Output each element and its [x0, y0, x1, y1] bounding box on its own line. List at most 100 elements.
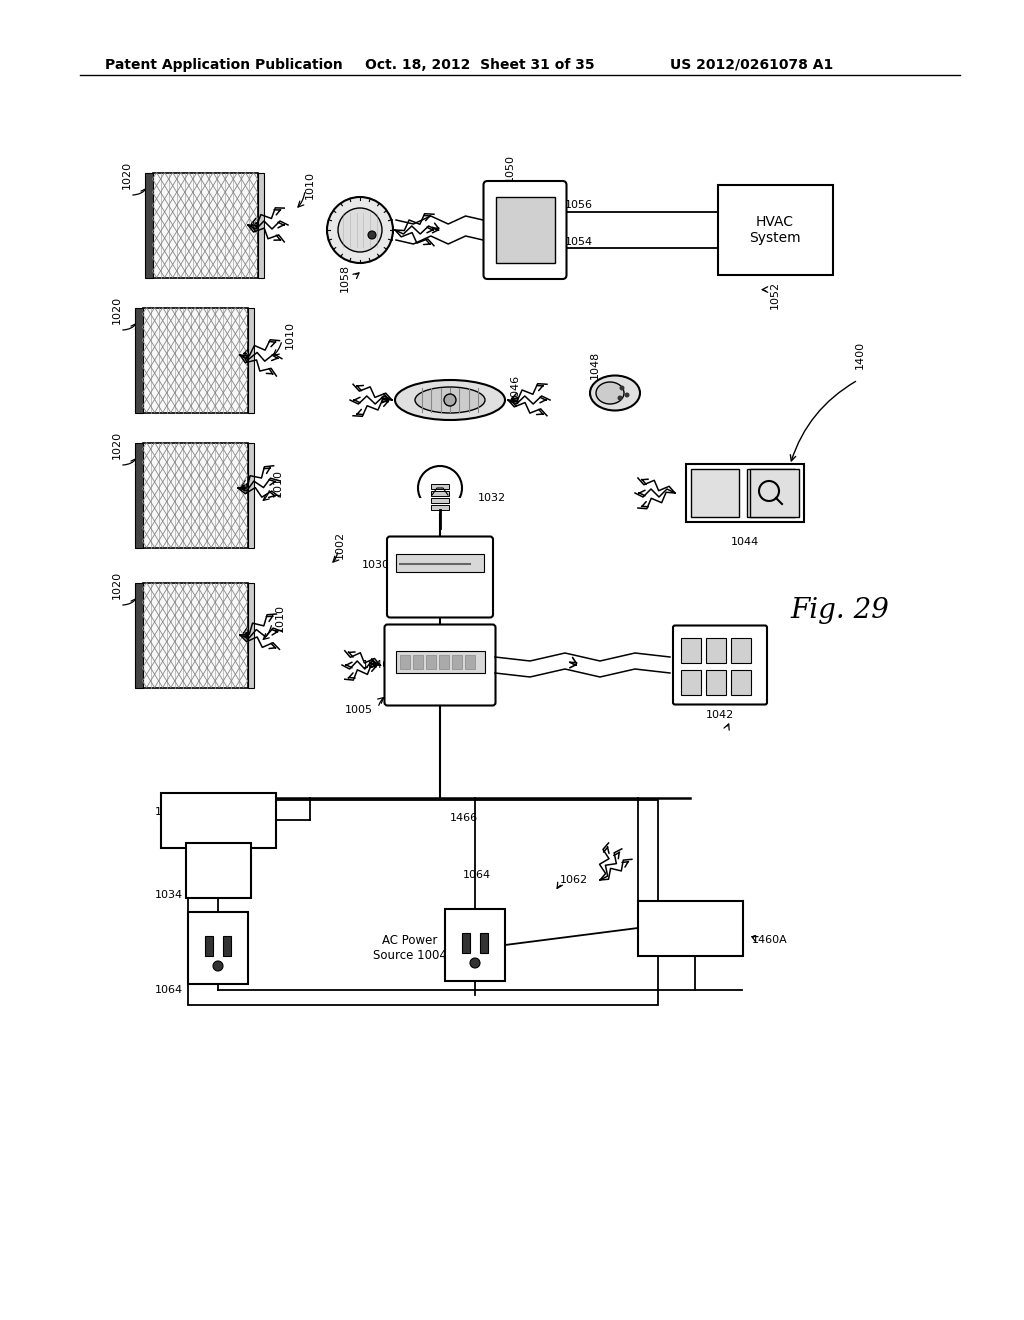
Text: 1058: 1058: [340, 264, 350, 292]
Bar: [431, 506, 449, 510]
Text: HVAC
System: HVAC System: [750, 215, 801, 246]
Text: Fig. 29: Fig. 29: [791, 597, 890, 623]
Circle shape: [327, 197, 393, 263]
Ellipse shape: [596, 381, 624, 404]
Text: Oct. 18, 2012  Sheet 31 of 35: Oct. 18, 2012 Sheet 31 of 35: [365, 58, 595, 73]
Bar: [731, 638, 751, 663]
Circle shape: [444, 393, 456, 407]
Bar: [746, 469, 795, 517]
Circle shape: [470, 958, 480, 968]
Bar: [185, 842, 251, 898]
Bar: [496, 197, 555, 263]
Text: 1400: 1400: [855, 341, 865, 370]
Text: 1010: 1010: [285, 321, 295, 348]
Bar: [480, 933, 488, 953]
FancyBboxPatch shape: [483, 181, 566, 279]
Text: 1460B: 1460B: [155, 807, 190, 817]
Text: 1020: 1020: [112, 430, 122, 459]
Bar: [395, 651, 484, 673]
Bar: [188, 800, 658, 1005]
Bar: [438, 655, 449, 669]
Bar: [223, 936, 231, 956]
Bar: [134, 582, 142, 688]
Bar: [396, 554, 484, 572]
Text: 1062: 1062: [560, 875, 588, 884]
Bar: [144, 173, 153, 277]
Bar: [731, 669, 751, 694]
Bar: [134, 442, 142, 548]
Bar: [706, 638, 726, 663]
Text: 1002: 1002: [335, 531, 345, 560]
Text: 1040: 1040: [361, 660, 390, 671]
Bar: [248, 308, 254, 412]
Bar: [248, 442, 254, 548]
Text: 1020: 1020: [112, 572, 122, 599]
Text: 1042: 1042: [706, 710, 734, 719]
Text: 1052: 1052: [770, 281, 780, 309]
Text: 1064: 1064: [463, 870, 492, 880]
Text: 1044: 1044: [731, 537, 759, 546]
Text: 1064: 1064: [155, 985, 183, 995]
Circle shape: [418, 466, 462, 510]
Bar: [465, 655, 474, 669]
Bar: [691, 469, 739, 517]
Text: 1030: 1030: [362, 560, 390, 570]
Circle shape: [620, 385, 625, 391]
Text: US 2012/0261078 A1: US 2012/0261078 A1: [670, 58, 834, 73]
Text: 1050: 1050: [505, 154, 515, 182]
Text: 1010: 1010: [275, 605, 285, 632]
Bar: [142, 442, 248, 548]
FancyBboxPatch shape: [673, 626, 767, 705]
Bar: [248, 582, 254, 688]
Bar: [681, 669, 701, 694]
Bar: [452, 655, 462, 669]
Circle shape: [368, 231, 376, 239]
Bar: [750, 469, 799, 517]
Bar: [188, 912, 248, 983]
Bar: [418, 498, 462, 513]
Bar: [399, 655, 410, 669]
Bar: [161, 792, 275, 847]
Ellipse shape: [415, 387, 485, 413]
Bar: [681, 638, 701, 663]
Bar: [638, 900, 742, 956]
Bar: [413, 655, 423, 669]
Circle shape: [617, 396, 623, 400]
Text: 1048: 1048: [590, 351, 600, 379]
Bar: [718, 185, 833, 275]
Bar: [706, 669, 726, 694]
Bar: [205, 936, 213, 956]
Bar: [445, 909, 505, 981]
Text: 1460A: 1460A: [752, 935, 787, 945]
Text: 1010: 1010: [273, 469, 283, 498]
Ellipse shape: [590, 375, 640, 411]
Text: AC Power
Source 1004: AC Power Source 1004: [373, 935, 446, 962]
Circle shape: [625, 392, 630, 397]
Bar: [462, 933, 470, 953]
Bar: [426, 655, 435, 669]
Text: 1032: 1032: [478, 492, 506, 503]
Text: Patent Application Publication: Patent Application Publication: [105, 58, 343, 73]
Text: 1046: 1046: [510, 374, 520, 403]
FancyBboxPatch shape: [384, 624, 496, 705]
Bar: [142, 582, 248, 688]
Ellipse shape: [395, 380, 505, 420]
Text: 1466: 1466: [450, 813, 478, 822]
Bar: [686, 465, 804, 521]
Bar: [431, 498, 449, 503]
Bar: [134, 308, 142, 412]
Text: 1010: 1010: [305, 172, 315, 199]
Text: 1020: 1020: [112, 296, 122, 325]
Bar: [257, 173, 263, 277]
Circle shape: [213, 961, 223, 972]
Text: 1056: 1056: [565, 201, 593, 210]
FancyBboxPatch shape: [387, 536, 493, 618]
Bar: [153, 173, 257, 277]
Text: 1005: 1005: [345, 705, 373, 715]
Circle shape: [338, 209, 382, 252]
Text: 1054: 1054: [565, 238, 593, 247]
Bar: [431, 491, 449, 496]
Bar: [431, 484, 449, 488]
Text: 1034: 1034: [155, 890, 183, 900]
Bar: [142, 308, 248, 412]
